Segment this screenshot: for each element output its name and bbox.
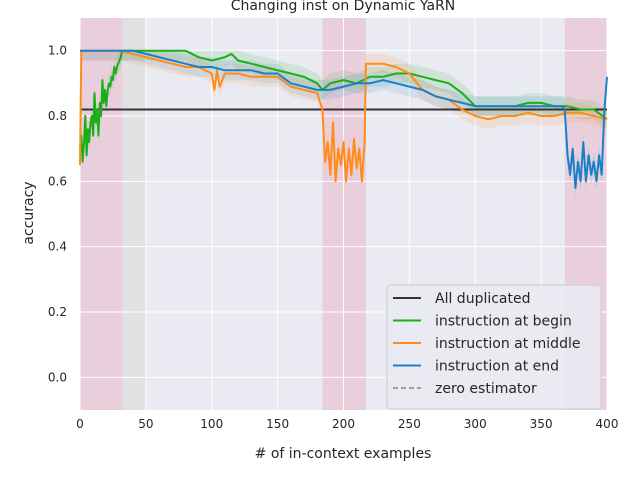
x-tick-label: 300 (464, 417, 487, 431)
legend-label: instruction at end (435, 359, 559, 375)
x-tick-label: 350 (530, 417, 553, 431)
x-tick-label: 250 (398, 417, 421, 431)
series-lines (79, 49, 608, 189)
band-2 (80, 50, 607, 192)
x-axis-ticks: 0 50 100 150 200 250 300 350 400 (76, 417, 618, 431)
shaded-region-0 (80, 18, 123, 410)
legend-label: All duplicated (435, 291, 531, 307)
y-tick-label: 0.2 (48, 305, 67, 319)
y-tick-label: 0.8 (48, 109, 67, 123)
x-tick-label: 100 (200, 417, 223, 431)
legend: All duplicated instruction at begin instru… (386, 284, 602, 410)
x-tick-label: 50 (138, 417, 153, 431)
series-line-1 (79, 49, 608, 163)
band-1 (80, 50, 607, 172)
legend-label: instruction at begin (435, 314, 572, 330)
y-axis-ticks: 0.0 0.2 0.4 0.6 0.8 1.0 (48, 44, 67, 385)
y-tick-label: 0.0 (48, 370, 67, 384)
series-line-3 (80, 49, 608, 189)
y-tick-label: 0.6 (48, 174, 67, 188)
x-tick-label: 150 (266, 417, 289, 431)
x-tick-label: 200 (332, 417, 355, 431)
series-line-2 (79, 49, 608, 183)
x-tick-label: 400 (596, 417, 619, 431)
x-axis-label: # of in-context examples (255, 446, 432, 462)
legend-label: zero estimator (435, 381, 537, 397)
y-axis-label: accuracy (21, 181, 37, 244)
legend-label: instruction at middle (435, 336, 580, 352)
legend-box (386, 284, 602, 410)
chart-title: Changing inst on Dynamic YaRN (231, 0, 456, 14)
y-tick-label: 1.0 (48, 44, 67, 58)
shaded-region-1 (122, 18, 146, 410)
y-tick-label: 0.4 (48, 240, 67, 254)
x-tick-label: 0 (76, 417, 84, 431)
